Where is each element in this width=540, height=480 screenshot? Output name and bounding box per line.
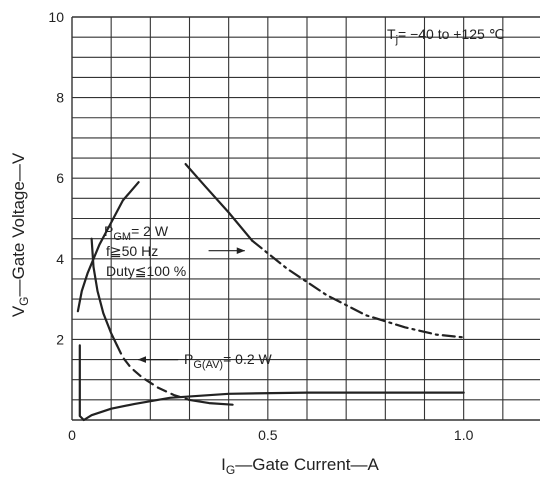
series-pgav-curve-tail [188,398,234,406]
x-tick-label: 0 [68,427,76,443]
series-upper-limit [76,181,140,313]
series-pgav-curve-dashed [115,344,191,401]
svg-text:VG—Gate Voltage—V: VG—Gate Voltage—V [9,152,31,317]
tick-label-layer: 0 0.5 1.0 2 4 6 8 10 [48,9,473,443]
y-axis-title-sub: G [17,296,31,305]
pgm-rest: = 2 W [131,223,169,239]
x-axis-title-sub: G [226,463,235,477]
y-tick-label: 2 [56,331,64,347]
y-tick-label: 4 [56,251,64,267]
y-axis-title-main: V [9,305,28,317]
series-pgm-curve-solid [184,163,254,242]
svg-text:IG—Gate Current—A: IG—Gate Current—A [221,455,379,477]
pgm-main: P [104,223,113,239]
series-lower-limit [82,391,465,422]
pgav-annotation: PG(AV)= 0.2 W [184,351,273,371]
pgav-sub: G(AV) [193,359,223,371]
series-pgm-curve-dashed [251,239,465,339]
y-axis-title-rest: —Gate Voltage—V [9,152,28,296]
pgm-annotation: PGM= 2 W f≧50 Hz Duty≦100 % [104,223,186,279]
pgm-sub: GM [113,231,131,243]
temperature-annotation: Tj= −40 to +125 ℃ [387,26,504,46]
temperature-main: T [387,26,396,42]
y-tick-label: 6 [56,170,64,186]
svg-text:PG(AV)= 0.2 W: PG(AV)= 0.2 W [184,351,273,371]
series-pgav-curve-solid [90,237,119,347]
temperature-sub: j [395,34,398,46]
temperature-rest: = −40 to +125 ℃ [398,26,504,42]
x-axis-title-main: I [221,455,226,474]
pgav-rest: = 0.2 W [223,351,272,367]
svg-text:Tj= −40 to +125 ℃: Tj= −40 to +125 ℃ [387,26,504,46]
x-axis-title: IG—Gate Current—A [221,455,379,477]
pgav-main: P [184,351,193,367]
y-axis-title: VG—Gate Voltage—V [9,152,31,317]
svg-text:PGM= 2 W: PGM= 2 W [104,223,169,243]
series-layer [76,163,465,422]
duty-label: Duty≦100 % [106,263,186,279]
frequency-label: f≧50 Hz [106,243,158,259]
y-tick-label: 10 [48,9,64,25]
x-axis-title-rest: —Gate Current—A [235,455,379,474]
y-tick-label: 8 [56,90,64,106]
grid-layer [71,16,540,421]
series-spike-solid [78,344,85,422]
x-tick-label: 0.5 [258,427,278,443]
x-tick-label: 1.0 [454,427,474,443]
